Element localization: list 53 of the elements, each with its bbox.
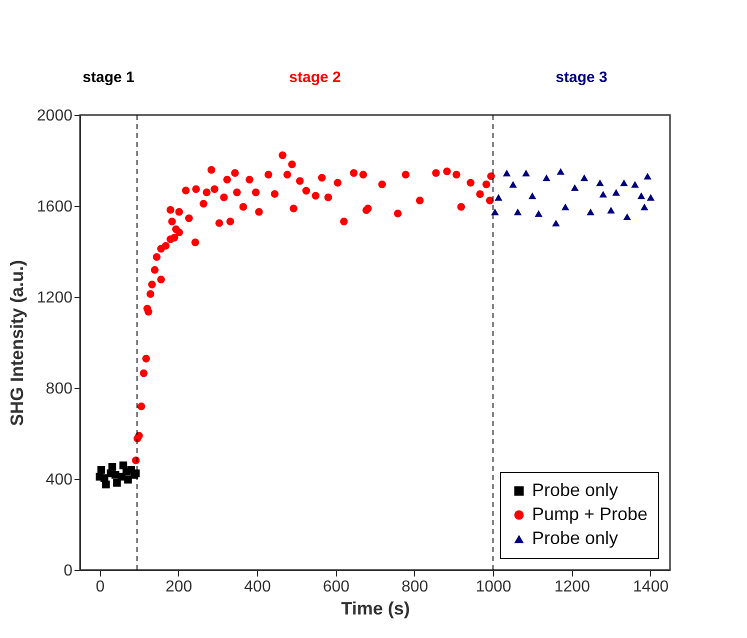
y-tick-label: 2000	[36, 108, 73, 124]
point	[102, 480, 110, 488]
point	[542, 174, 550, 182]
point	[580, 174, 588, 182]
y-tick-label: 1600	[36, 198, 73, 216]
legend-label: Probe only	[532, 480, 618, 500]
point	[612, 188, 620, 196]
x-tick-label: 0	[96, 578, 105, 596]
x-tick-label: 200	[165, 578, 192, 596]
point	[607, 206, 615, 214]
x-tick-label: 600	[322, 578, 350, 596]
point	[596, 179, 604, 186]
y-tick-label: 0	[64, 562, 73, 580]
point	[637, 192, 646, 200]
point	[620, 179, 628, 186]
x-tick-label: 1000	[476, 578, 512, 596]
y-tick-label: 400	[46, 472, 73, 488]
point	[534, 210, 542, 217]
point	[108, 463, 116, 471]
y-tick-label: 800	[46, 380, 73, 398]
point	[646, 194, 655, 201]
point	[97, 466, 106, 474]
legend-label: Pump + Probe	[532, 504, 648, 524]
legend-label: Probe only	[532, 528, 618, 548]
point	[562, 204, 570, 210]
x-tick-label: 400	[244, 578, 271, 596]
point	[113, 478, 121, 487]
point	[599, 190, 608, 198]
point	[640, 204, 648, 210]
point	[631, 181, 639, 188]
point	[494, 194, 502, 201]
point	[623, 213, 631, 220]
text: stage 1	[82, 69, 134, 86]
point	[124, 476, 132, 484]
text: stage 3	[556, 69, 608, 86]
point	[491, 208, 499, 216]
point	[528, 192, 536, 200]
text: stage 2	[289, 69, 341, 86]
point	[586, 208, 594, 216]
point	[552, 220, 560, 226]
point	[644, 172, 652, 180]
point	[556, 168, 565, 175]
y-axis-title: SHG Intensity (a.u.)	[6, 260, 27, 426]
point	[570, 184, 579, 191]
x-axis-title: Time (s)	[341, 598, 410, 618]
x-tick-label: 1400	[633, 578, 669, 596]
point	[514, 208, 522, 216]
x-tick-label: 800	[401, 578, 428, 596]
point	[522, 170, 530, 176]
y-tick-label: 1200	[36, 290, 73, 306]
x-tick-label: 1200	[554, 578, 590, 596]
point	[502, 170, 511, 176]
point	[509, 181, 517, 188]
